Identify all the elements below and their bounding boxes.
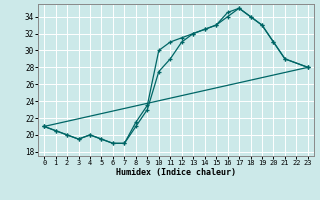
X-axis label: Humidex (Indice chaleur): Humidex (Indice chaleur): [116, 168, 236, 177]
